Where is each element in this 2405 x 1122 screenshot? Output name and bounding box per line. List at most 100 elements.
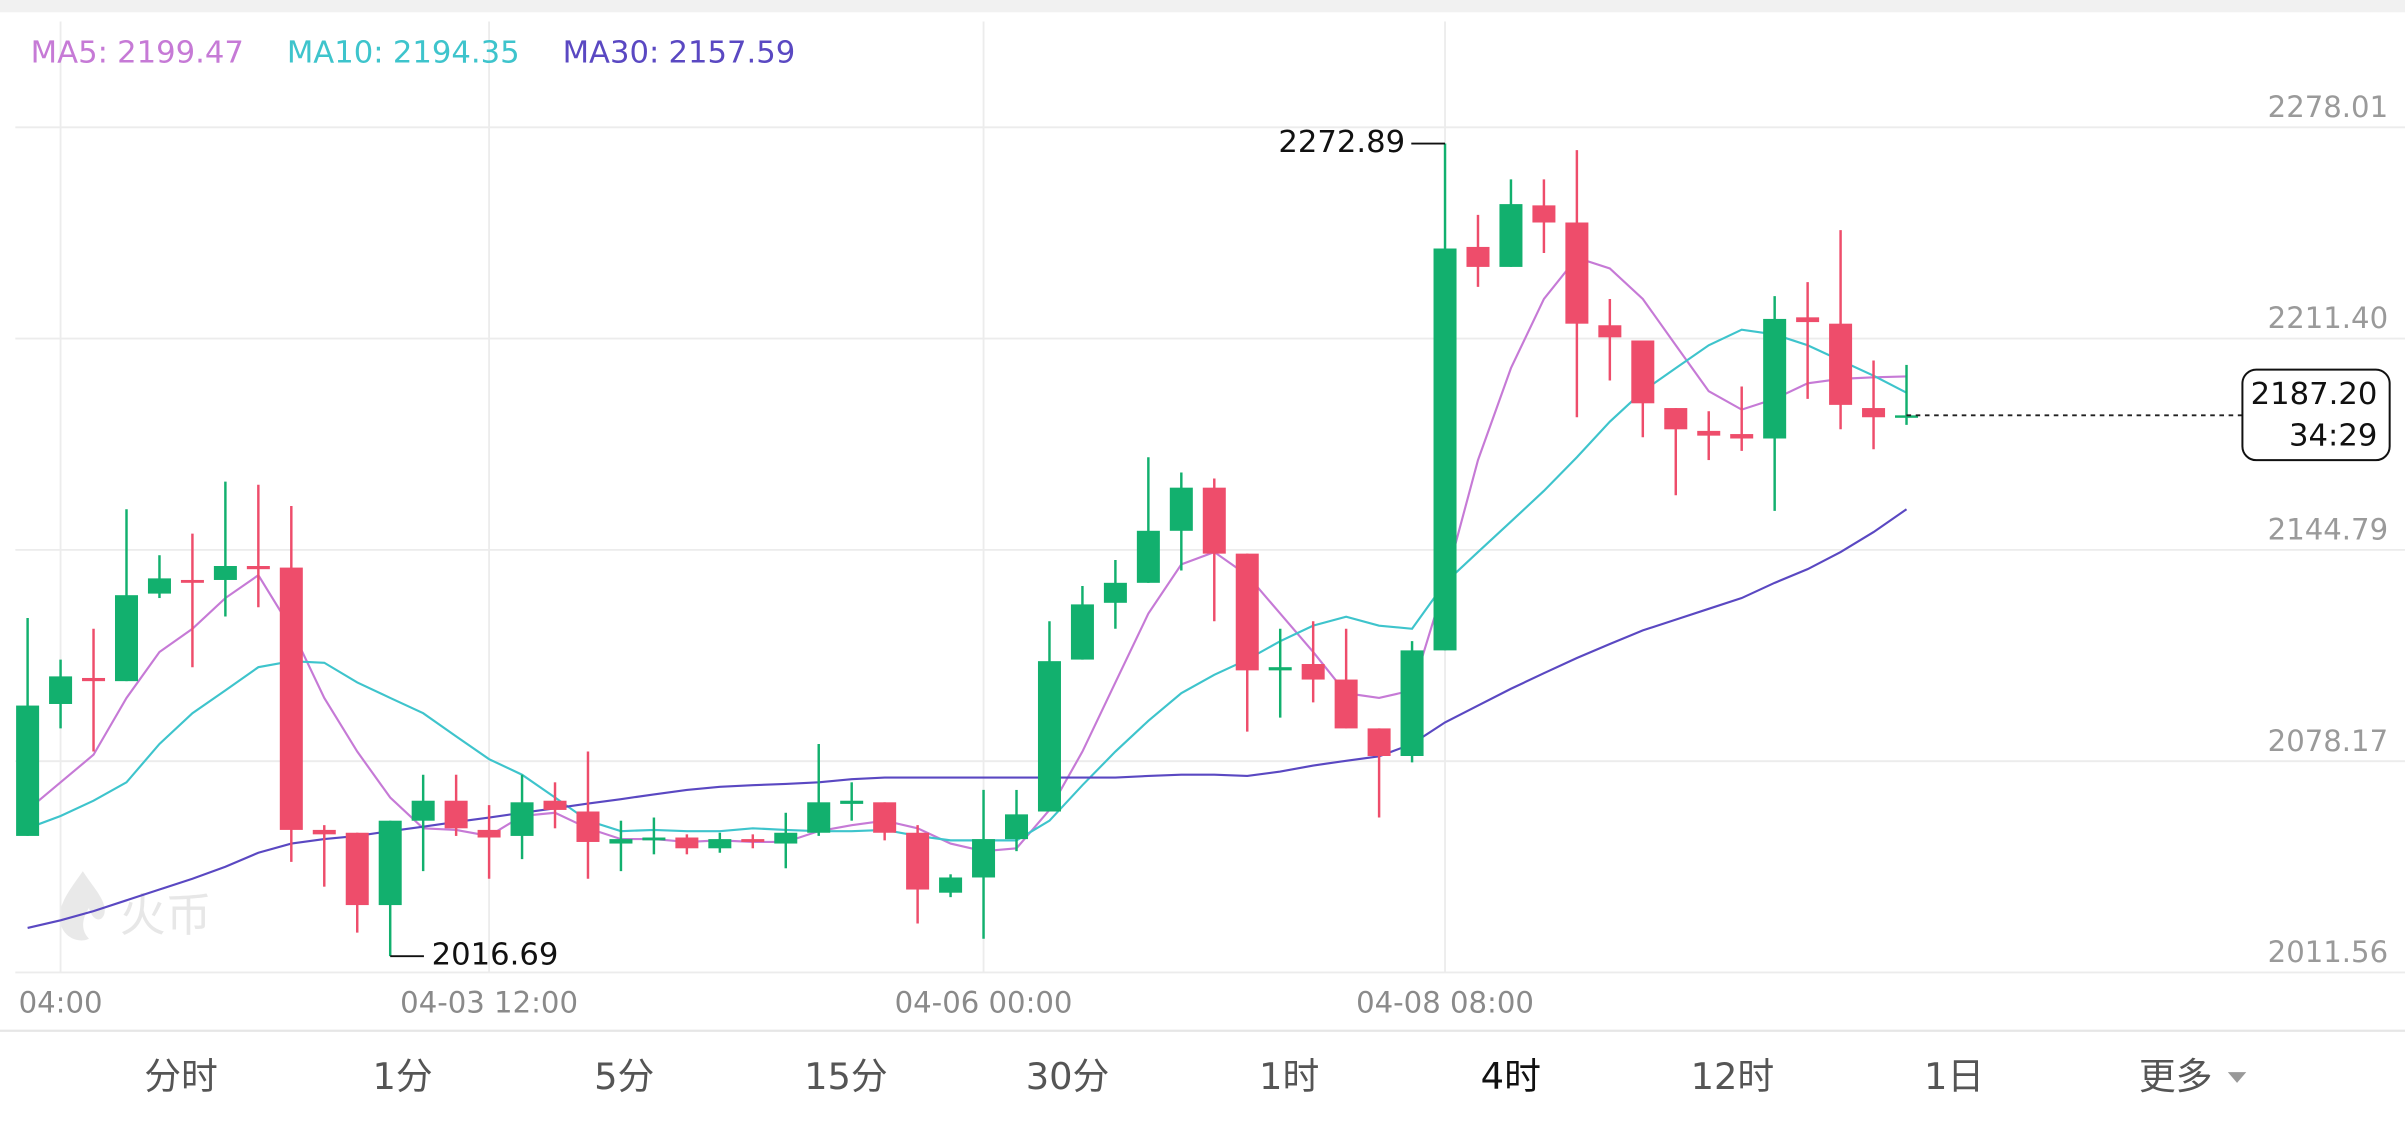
countdown: 34:29 bbox=[2289, 419, 2377, 454]
candle-body bbox=[16, 705, 40, 836]
legend-value: 2194.35 bbox=[393, 35, 520, 70]
candle-body bbox=[477, 829, 501, 838]
candle-body bbox=[708, 839, 732, 849]
candle-body bbox=[1862, 408, 1886, 418]
interval-tab[interactable]: 4时 bbox=[1481, 1055, 1541, 1098]
watermark-icon bbox=[59, 871, 105, 941]
candle-body bbox=[609, 839, 633, 844]
legend-name: MA10: bbox=[287, 35, 384, 70]
candle-body bbox=[972, 839, 996, 878]
high-label: 2272.89 bbox=[1278, 125, 1405, 160]
top-strip bbox=[0, 0, 2405, 13]
interval-tab[interactable]: 分时 bbox=[144, 1055, 218, 1098]
candle-body bbox=[1169, 487, 1193, 531]
candle-body bbox=[939, 877, 963, 893]
y-tick-label: 2211.40 bbox=[2268, 301, 2388, 335]
candle-body bbox=[1400, 650, 1424, 756]
legend-value: 2157.59 bbox=[669, 35, 796, 70]
interval-tab[interactable]: 5分 bbox=[594, 1055, 654, 1098]
candle-body bbox=[411, 800, 435, 821]
interval-tab[interactable]: 1时 bbox=[1259, 1055, 1319, 1098]
interval-tab[interactable]: 15分 bbox=[804, 1055, 888, 1098]
ma-lines bbox=[26, 256, 1908, 929]
dropdown-arrow[interactable] bbox=[2227, 1072, 2247, 1083]
candle-body bbox=[1202, 487, 1226, 554]
candle-body bbox=[49, 676, 73, 704]
candle-body bbox=[180, 579, 204, 583]
candle-body bbox=[1070, 604, 1094, 660]
candle-body bbox=[741, 839, 765, 842]
candle-body bbox=[675, 837, 699, 849]
x-tick-label: 04-08 08:00 bbox=[1356, 986, 1534, 1020]
ma-line bbox=[27, 508, 1908, 929]
candle-body bbox=[147, 578, 171, 594]
candle-body bbox=[312, 829, 336, 835]
candle-body bbox=[1730, 434, 1754, 439]
candle-body bbox=[840, 800, 864, 804]
candle-body bbox=[807, 802, 831, 833]
candle-body bbox=[1499, 204, 1523, 267]
y-tick-label: 2011.56 bbox=[2268, 935, 2388, 969]
candle-body bbox=[82, 677, 106, 682]
candle-body bbox=[906, 832, 930, 890]
price-box bbox=[2241, 368, 2391, 462]
candle-body bbox=[774, 832, 798, 844]
candles bbox=[16, 143, 1919, 957]
tabs: 分时 1分 5分 15分 30分 1时 4时 12时 1日 更多 bbox=[144, 1055, 2247, 1098]
x-tick-label: 04:00 bbox=[19, 986, 103, 1020]
candle-body bbox=[213, 566, 237, 580]
interval-tab[interactable]: 12时 bbox=[1691, 1055, 1775, 1098]
candle-body bbox=[1631, 340, 1655, 404]
interval-tab[interactable]: 1分 bbox=[373, 1055, 433, 1098]
legend-name: MA30: bbox=[563, 35, 660, 70]
candle-body bbox=[444, 800, 468, 829]
ma-line bbox=[27, 328, 1908, 842]
candle-body bbox=[345, 832, 369, 906]
interval-tab[interactable]: 1日 bbox=[1924, 1055, 1984, 1098]
interval-tab[interactable]: 更多 bbox=[2139, 1055, 2213, 1098]
y-tick-label: 2278.01 bbox=[2268, 90, 2388, 124]
candle-body bbox=[1829, 323, 1853, 405]
candle-body bbox=[1103, 582, 1127, 603]
x-tick-label: 04-06 00:00 bbox=[895, 986, 1073, 1020]
overlay: 2272.89 2016.69 2187.20 34:29 bbox=[390, 125, 2391, 973]
legend-name: MA5: bbox=[31, 35, 108, 70]
candle-body bbox=[1334, 679, 1358, 729]
candle-body bbox=[642, 837, 666, 841]
candle-body bbox=[1433, 248, 1457, 651]
y-tick-label: 2078.17 bbox=[2268, 724, 2388, 758]
candle-body bbox=[1796, 317, 1820, 323]
candle-body bbox=[1005, 814, 1029, 840]
interval-tab[interactable]: 30分 bbox=[1026, 1055, 1110, 1098]
candle-body bbox=[1598, 325, 1622, 338]
candle-body bbox=[1235, 553, 1259, 671]
legend-value: 2199.47 bbox=[117, 35, 244, 70]
ma-line bbox=[26, 256, 1907, 853]
candle-body bbox=[1763, 318, 1787, 439]
watermark-text: 火币 bbox=[120, 888, 212, 942]
candle-body bbox=[510, 802, 534, 836]
legend-entry: MA5: 2199.47 bbox=[31, 35, 244, 70]
candle-body bbox=[1565, 222, 1589, 324]
legend-entry: MA30: 2157.59 bbox=[563, 35, 796, 70]
candle-body bbox=[1466, 246, 1490, 267]
candle-body bbox=[378, 820, 402, 906]
candle-body bbox=[1895, 415, 1919, 418]
low-label: 2016.69 bbox=[432, 938, 559, 973]
candle-body bbox=[543, 800, 567, 810]
price-label: 2187.20 bbox=[2251, 377, 2378, 412]
candle-body bbox=[114, 595, 139, 682]
legend-entry: MA10: 2194.35 bbox=[287, 35, 520, 70]
y-tick-label: 2144.79 bbox=[2268, 512, 2388, 546]
candle-body bbox=[1037, 661, 1061, 812]
candle-body bbox=[1268, 667, 1292, 671]
candle-body bbox=[1301, 664, 1325, 680]
candle-body bbox=[1697, 430, 1721, 436]
candle-body bbox=[576, 811, 600, 842]
candle-body bbox=[279, 567, 303, 830]
candle-body bbox=[873, 802, 897, 833]
candle-body bbox=[1367, 728, 1391, 756]
